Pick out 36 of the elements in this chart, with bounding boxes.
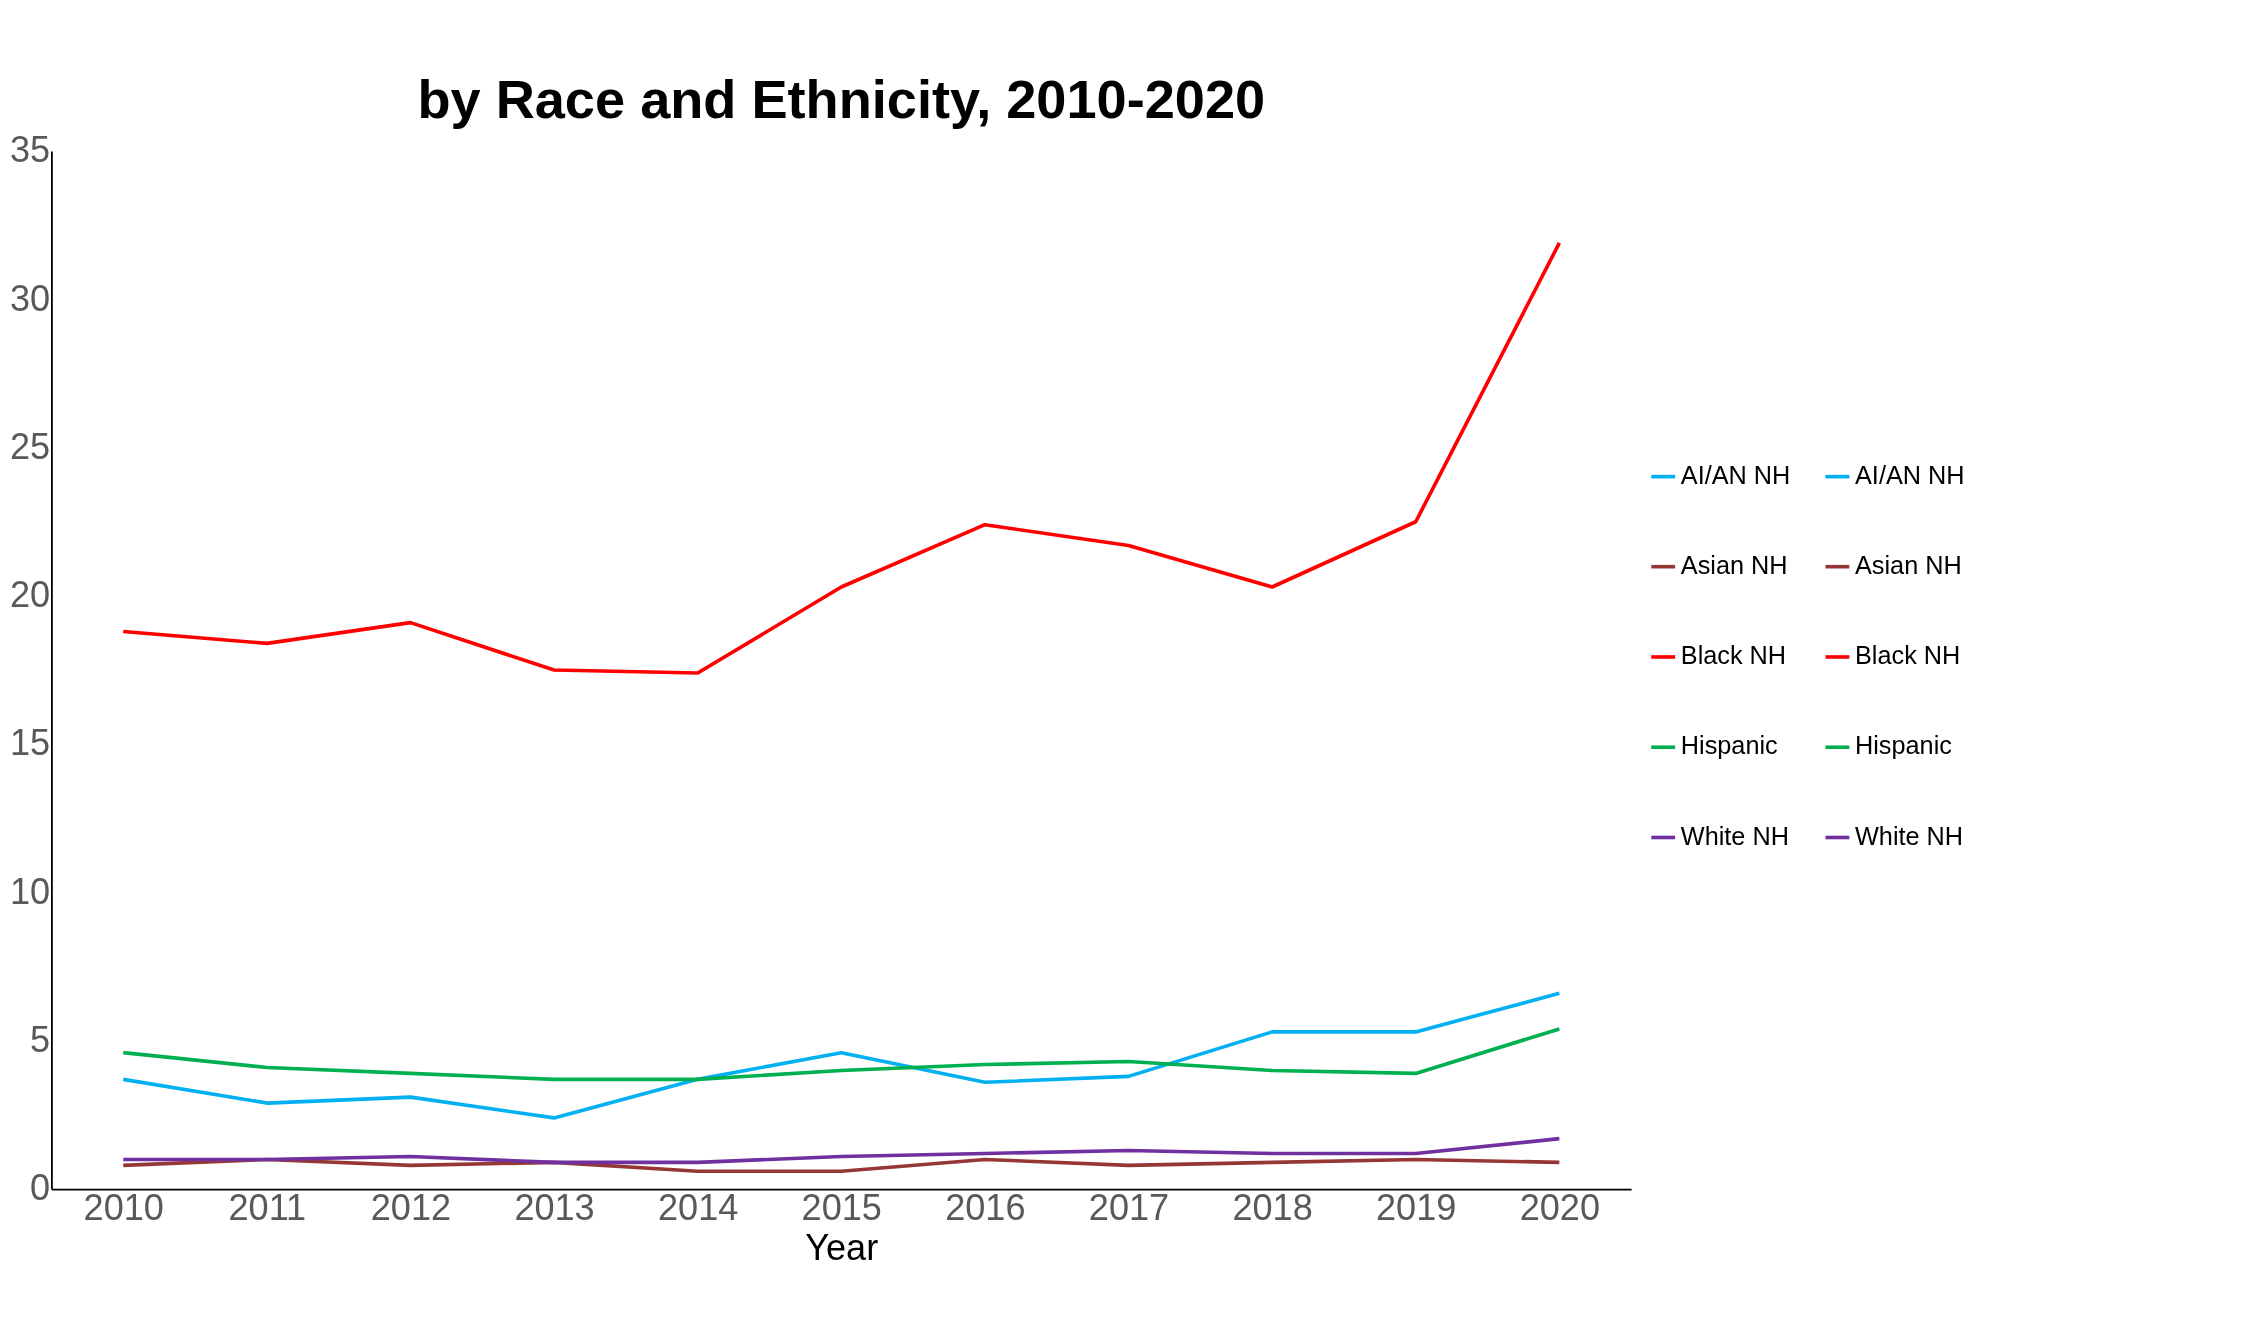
line-series [121, 1027, 1562, 1082]
line-series [121, 991, 1562, 1120]
x-tick-label: 2019 [1376, 1187, 1457, 1229]
x-tick-label: 2016 [945, 1187, 1026, 1229]
line-series [121, 241, 1562, 675]
y-tick-label: 35 [9, 129, 51, 171]
y-tick-label: 5 [30, 1019, 51, 1061]
line-series [121, 1157, 1562, 1174]
y-tick-label: 10 [9, 870, 51, 912]
y-tick-label: 25 [9, 425, 51, 467]
x-tick-label: 2014 [657, 1187, 739, 1229]
y-tick-label: 30 [9, 277, 51, 319]
y-tick-label: 15 [9, 722, 51, 764]
line-series [121, 1136, 1562, 1165]
x-tick-label: 2020 [1519, 1187, 1600, 1229]
text: Asian NH [1855, 550, 1962, 579]
text: White NH [1855, 821, 1964, 850]
text: Black NH [1855, 641, 1961, 670]
x-tick-label: 2011 [228, 1187, 307, 1229]
x-tick-label: 2012 [370, 1187, 452, 1229]
legend-label: Hispanic [1680, 731, 1778, 760]
legend-label: Black NH [1680, 641, 1787, 670]
x-tick-label: 2018 [1232, 1187, 1313, 1229]
x-tick-label: 2013 [514, 1187, 595, 1229]
x-axis-title: Year [805, 1226, 879, 1268]
legend-label: AI/AN NH [1680, 460, 1791, 489]
y-tick-label: 20 [9, 574, 51, 616]
y-tick-label: 0 [30, 1167, 51, 1209]
legend-label: White NH [1680, 821, 1789, 850]
x-tick-label: 2015 [801, 1187, 882, 1229]
chart-title: by Race and Ethnicity, 2010-2020 [417, 68, 1266, 129]
x-tick-label: 2017 [1088, 1187, 1170, 1229]
x-tick-label: 2010 [83, 1187, 164, 1229]
legend-label: Asian NH [1680, 550, 1788, 579]
text: Hispanic [1855, 731, 1952, 760]
text: AI/AN NH [1855, 460, 1965, 489]
